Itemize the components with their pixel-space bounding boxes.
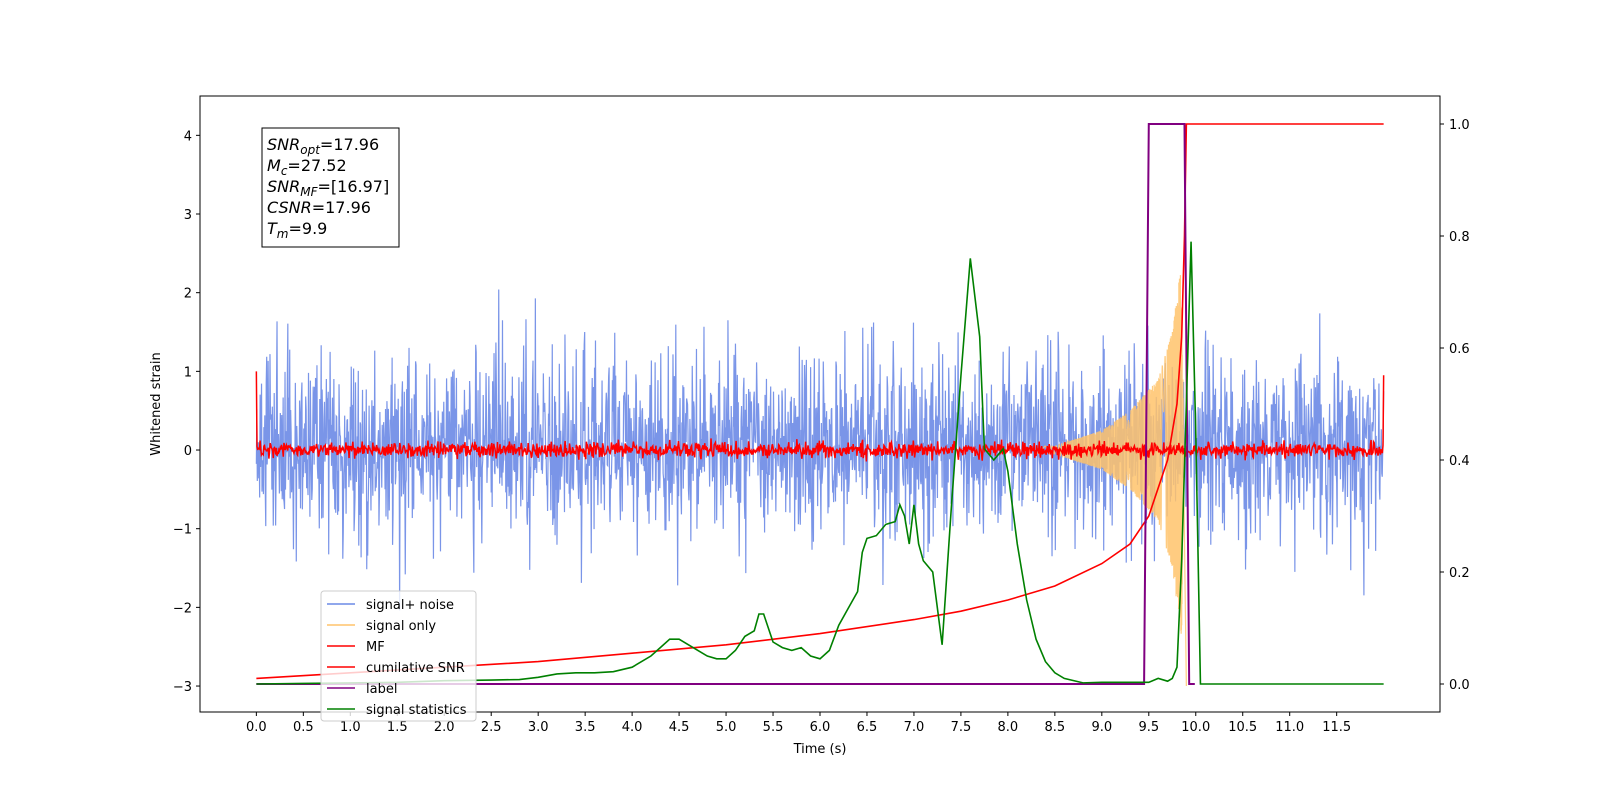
- annotation-line: SNRMF=[16.97]: [267, 177, 389, 199]
- y-left-tick-label: 2: [184, 287, 192, 302]
- annotation-line: CSNR=17.96: [267, 198, 371, 217]
- y-right-tick-label: 1.0: [1449, 118, 1470, 133]
- legend-label: signal+ noise: [366, 598, 454, 613]
- x-tick-label: 11.0: [1275, 720, 1304, 735]
- x-tick-label: 3.0: [528, 720, 549, 735]
- y-left-tick-label: 0: [184, 444, 192, 459]
- signal-statistics-series: [256, 241, 1384, 685]
- y-left-tick-label: 3: [184, 208, 192, 223]
- plot-area: [255, 123, 1385, 687]
- y-left-tick-label: −2: [173, 601, 192, 616]
- x-tick-label: 10.5: [1228, 720, 1257, 735]
- x-tick-label: 3.5: [575, 720, 596, 735]
- x-tick-label: 1.0: [340, 720, 361, 735]
- x-tick-label: 7.5: [951, 720, 972, 735]
- annotation-line: Tm=9.9: [267, 219, 327, 241]
- x-tick-label: 10.0: [1181, 720, 1210, 735]
- y-left-tick-label: 4: [184, 129, 192, 144]
- y-left-tick-label: −3: [173, 680, 192, 695]
- x-tick-label: 4.0: [622, 720, 643, 735]
- cumilative-snr-series: [256, 123, 1384, 680]
- y-right-tick-label: 0.6: [1449, 342, 1470, 357]
- legend-frame: [320, 590, 477, 722]
- x-tick-label: 8.0: [998, 720, 1019, 735]
- signal-only-series: [1035, 275, 1187, 687]
- y-left-tick-label: −1: [173, 523, 192, 538]
- legend-label: signal statistics: [366, 703, 467, 718]
- annotation-box: SNRopt=17.96Mc=27.52SNRMF=[16.97]CSNR=17…: [261, 127, 400, 248]
- x-tick-label: 0.0: [246, 720, 267, 735]
- x-tick-label: 2.5: [481, 720, 502, 735]
- x-tick-label: 5.0: [716, 720, 737, 735]
- axes: 0.0 0.5 1.0 1.5 2.0 2.5 3.0 3.5 4.0 4.5 5.0 5.5 6.0 6…: [173, 118, 1470, 735]
- x-tick-label: 6.0: [810, 720, 831, 735]
- label-series: [256, 123, 1195, 685]
- legend-label: signal only: [366, 619, 436, 634]
- y-right-tick-label: 0.2: [1449, 566, 1470, 581]
- x-tick-label: 0.5: [293, 720, 314, 735]
- y-right-tick-label: 0.0: [1449, 678, 1470, 693]
- y-axis-label: Whitened strain: [149, 352, 164, 455]
- legend-label: MF: [366, 640, 385, 655]
- x-tick-label: 8.5: [1045, 720, 1066, 735]
- legend-label: label: [366, 682, 397, 697]
- x-tick-label: 7.0: [904, 720, 925, 735]
- x-tick-label: 2.0: [434, 720, 455, 735]
- annotation-frame: [261, 127, 400, 248]
- y-left-tick-label: 1: [184, 365, 192, 380]
- y-right-tick-label: 0.8: [1449, 230, 1470, 245]
- x-tick-label: 6.5: [857, 720, 878, 735]
- legend: signal+ noise signal only MF cumilative SNR…: [320, 590, 477, 722]
- y-right-tick-label: 0.4: [1449, 454, 1470, 469]
- x-tick-label: 9.5: [1138, 720, 1159, 735]
- x-tick-label: 9.0: [1091, 720, 1112, 735]
- x-axis-label: Time (s): [793, 742, 847, 757]
- legend-label: cumilative SNR: [366, 661, 465, 676]
- x-tick-label: 1.5: [387, 720, 408, 735]
- annotation-line: Mc=27.52: [267, 156, 347, 178]
- x-tick-label: 5.5: [763, 720, 784, 735]
- x-tick-label: 11.5: [1322, 720, 1351, 735]
- x-tick-label: 4.5: [669, 720, 690, 735]
- annotation-line: SNRopt=17.96: [267, 135, 379, 157]
